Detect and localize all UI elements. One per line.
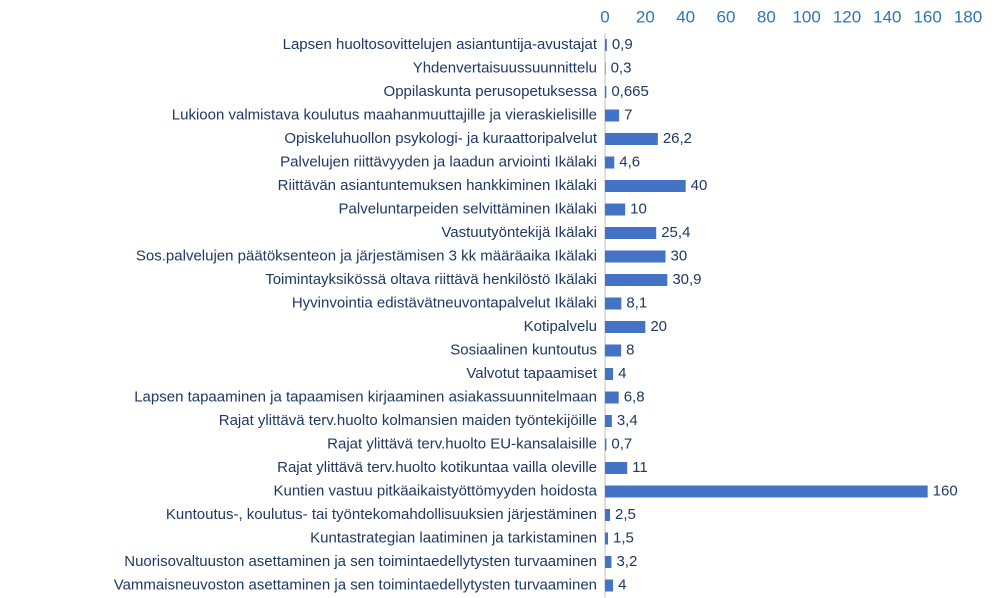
- x-tick-label: 60: [717, 7, 736, 26]
- y-tick-label: Palvelujen riittävyyden ja laadun arvioi…: [280, 153, 597, 170]
- value-label: 20: [650, 318, 667, 335]
- y-tick-label: Vammaisneuvoston asettaminen ja sen toim…: [114, 576, 597, 593]
- y-tick-label: Rajat ylittävä terv.huolto kotikuntaa va…: [277, 459, 597, 476]
- y-tick-label: Nuorisovaltuuston asettaminen ja sen toi…: [124, 553, 597, 570]
- value-label: 4,6: [619, 153, 640, 170]
- bar: [605, 203, 626, 216]
- value-label: 8: [626, 341, 634, 358]
- bar: [605, 62, 606, 75]
- value-label: 4: [618, 576, 626, 593]
- y-tick-label: Palveluntarpeiden selvittäminen Ikälaki: [339, 200, 597, 217]
- value-label: 0,9: [612, 36, 633, 53]
- value-label: 11: [632, 459, 648, 476]
- value-label: 26,2: [663, 130, 692, 147]
- bar: [605, 156, 615, 169]
- value-label: 10: [630, 200, 647, 217]
- value-label: 25,4: [661, 224, 690, 241]
- bar: [605, 532, 609, 545]
- y-tick-label: Valvotut tapaamiset: [466, 365, 597, 382]
- bar: [605, 180, 686, 192]
- bar: [605, 579, 614, 592]
- bar: [605, 556, 612, 568]
- bar: [605, 485, 928, 498]
- x-tick-label: 160: [913, 7, 941, 26]
- y-tick-label: Lapsen huoltosovittelujen asiantuntija-a…: [283, 36, 598, 53]
- x-tick-label: 80: [757, 7, 776, 26]
- y-tick-label: Oppilaskunta perusopetuksessa: [384, 83, 598, 100]
- bar: [605, 462, 628, 474]
- y-tick-label: Kuntastrategian laatiminen ja tarkistami…: [310, 529, 597, 546]
- bar: [605, 297, 622, 310]
- bar: [605, 86, 607, 98]
- value-label: 7: [624, 106, 632, 123]
- value-label: 6,8: [624, 388, 645, 405]
- y-tick-label: Rajat ylittävä terv.huolto kolmansien ma…: [219, 412, 597, 429]
- y-tick-label: Opiskeluhuollon psykologi- ja kuraattori…: [284, 130, 598, 147]
- bar: [605, 344, 622, 357]
- bar: [605, 274, 668, 286]
- x-tick-label: 100: [792, 7, 820, 26]
- bar: [605, 321, 646, 333]
- value-label: 3,2: [616, 553, 637, 570]
- y-tick-label: Kuntien vastuu pitkäaikaistyöttömyyden h…: [273, 482, 597, 499]
- x-tick-label: 140: [873, 7, 901, 26]
- bar: [605, 109, 620, 122]
- x-tick-label: 120: [833, 7, 861, 26]
- value-label: 4: [618, 365, 626, 382]
- y-tick-label: Kuntoutus-, koulutus- tai työntekomahdol…: [166, 506, 597, 523]
- bar: [605, 415, 612, 427]
- y-tick-label: Hyvinvointia edistävätneuvontapalvelut I…: [292, 294, 597, 311]
- x-tick-label: 180: [954, 7, 982, 26]
- bar: [605, 391, 619, 404]
- x-tick-label: 0: [600, 7, 609, 26]
- y-tick-label: Sos.palvelujen päätöksenteon ja järjestä…: [136, 247, 597, 264]
- x-tick-label: 20: [636, 7, 655, 26]
- y-tick-label: Lukioon valmistava koulutus maahanmuutta…: [172, 106, 597, 123]
- value-label: 30: [671, 247, 688, 264]
- y-tick-label: Toimintayksikössä oltava riittävä henkil…: [265, 271, 597, 288]
- y-tick-label: Sosiaalinen kuntoutus: [450, 341, 597, 358]
- y-tick-label: Lapsen tapaaminen ja tapaamisen kirjaami…: [134, 388, 597, 405]
- x-tick-label: 40: [676, 7, 695, 26]
- bar: [605, 227, 657, 239]
- bar: [605, 368, 614, 380]
- bar: [605, 133, 658, 145]
- bar: [605, 39, 607, 51]
- value-label: 1,5: [613, 529, 634, 546]
- value-label: 2,5: [615, 506, 636, 523]
- value-label: 3,4: [617, 412, 638, 429]
- value-label: 0,665: [611, 83, 649, 100]
- y-tick-label: Rajat ylittävä terv.huolto EU-kansalaisi…: [327, 435, 597, 452]
- y-tick-label: Yhdenvertaisuussuunnittelu: [413, 59, 597, 76]
- y-tick-label: Vastuutyöntekijä Ikälaki: [441, 224, 597, 241]
- bar: [605, 509, 611, 521]
- bar: [605, 438, 607, 451]
- value-label: 0,3: [611, 59, 632, 76]
- value-label: 0,7: [611, 435, 632, 452]
- value-label: 30,9: [672, 271, 701, 288]
- bar: [605, 250, 666, 263]
- value-label: 8,1: [626, 294, 647, 311]
- value-label: 40: [691, 177, 708, 194]
- y-tick-label: Riittävän asiantuntemuksen hankkiminen I…: [278, 177, 597, 194]
- y-tick-label: Kotipalvelu: [524, 318, 597, 335]
- value-label: 160: [933, 482, 958, 499]
